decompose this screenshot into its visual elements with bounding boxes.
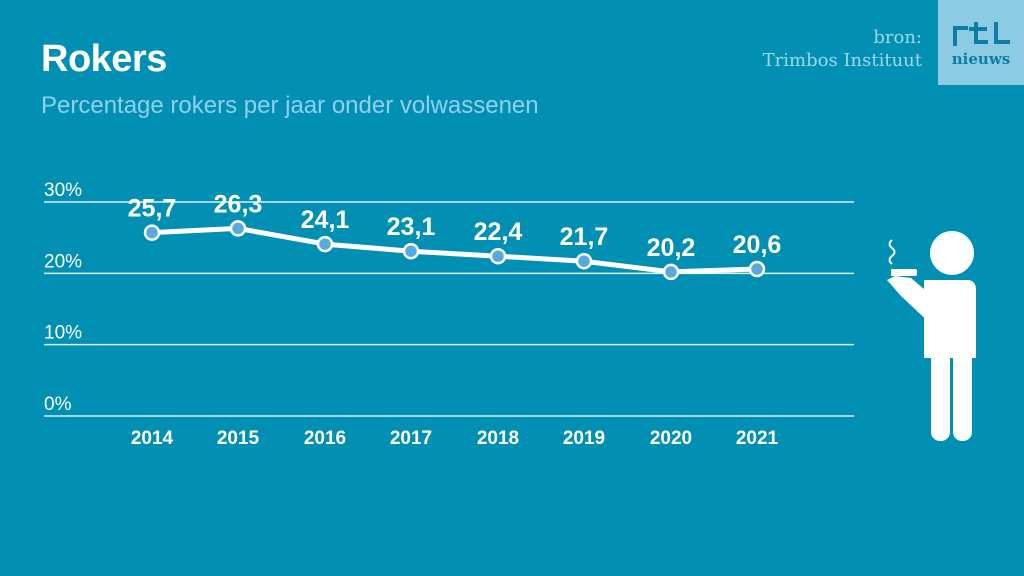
data-point — [402, 242, 420, 260]
x-axis-ticks: 2014 2015 2016 2017 2018 2019 2020 2021 — [131, 428, 779, 449]
series-line-path — [151, 225, 758, 275]
x-tick-label: 2020 — [650, 428, 692, 449]
data-point — [229, 220, 247, 237]
data-label: 26,3 — [214, 190, 263, 218]
data-labels: 25,7 26,3 24,1 23,1 22,4 21,7 20,2 20,6 — [128, 190, 782, 262]
x-tick-label: 2019 — [563, 428, 605, 449]
source-credit: bron: Trimbos Instituut — [763, 26, 922, 72]
line-chart: 0% 10% 20% 30% 2014 2015 2016 2017 2018 2019 2020… — [44, 180, 854, 449]
data-point — [748, 260, 766, 278]
data-point — [143, 224, 161, 241]
y-axis-ticks: 0% 10% 20% 30% — [44, 180, 82, 415]
y-tick-label: 20% — [44, 251, 82, 272]
smoking-person-icon — [887, 231, 976, 441]
source-name: Trimbos Instituut — [762, 50, 922, 71]
x-tick-label: 2016 — [304, 428, 346, 449]
x-tick-label: 2021 — [736, 428, 779, 449]
data-label: 25,7 — [128, 195, 177, 223]
series-line — [151, 225, 758, 275]
data-label: 21,7 — [560, 223, 609, 251]
x-tick-label: 2018 — [477, 428, 519, 449]
y-tick-label: 0% — [44, 394, 72, 415]
chart-subtitle: Percentage rokers per jaar onder volwass… — [41, 92, 539, 119]
data-point — [662, 263, 680, 281]
y-tick-label: 30% — [44, 180, 82, 201]
data-points — [143, 220, 766, 281]
rtl-logo-icon — [953, 22, 1010, 46]
data-label: 23,1 — [387, 213, 436, 241]
data-label: 24,1 — [301, 206, 350, 234]
data-label: 22,4 — [474, 218, 523, 246]
data-label: 20,6 — [733, 231, 782, 259]
x-tick-label: 2015 — [217, 428, 260, 449]
data-label: 20,2 — [647, 234, 696, 262]
logo-nieuws-text: nieuws — [951, 50, 1011, 68]
data-point — [575, 252, 593, 270]
x-tick-label: 2014 — [131, 428, 174, 449]
data-point — [316, 235, 334, 253]
source-label: bron: — [873, 27, 922, 48]
y-tick-label: 10% — [44, 323, 82, 344]
gridlines — [44, 201, 854, 417]
x-tick-label: 2017 — [390, 428, 432, 449]
data-point — [489, 247, 507, 265]
rtl-nieuws-logo: nieuws — [938, 0, 1024, 85]
chart-title: Rokers — [41, 38, 167, 80]
